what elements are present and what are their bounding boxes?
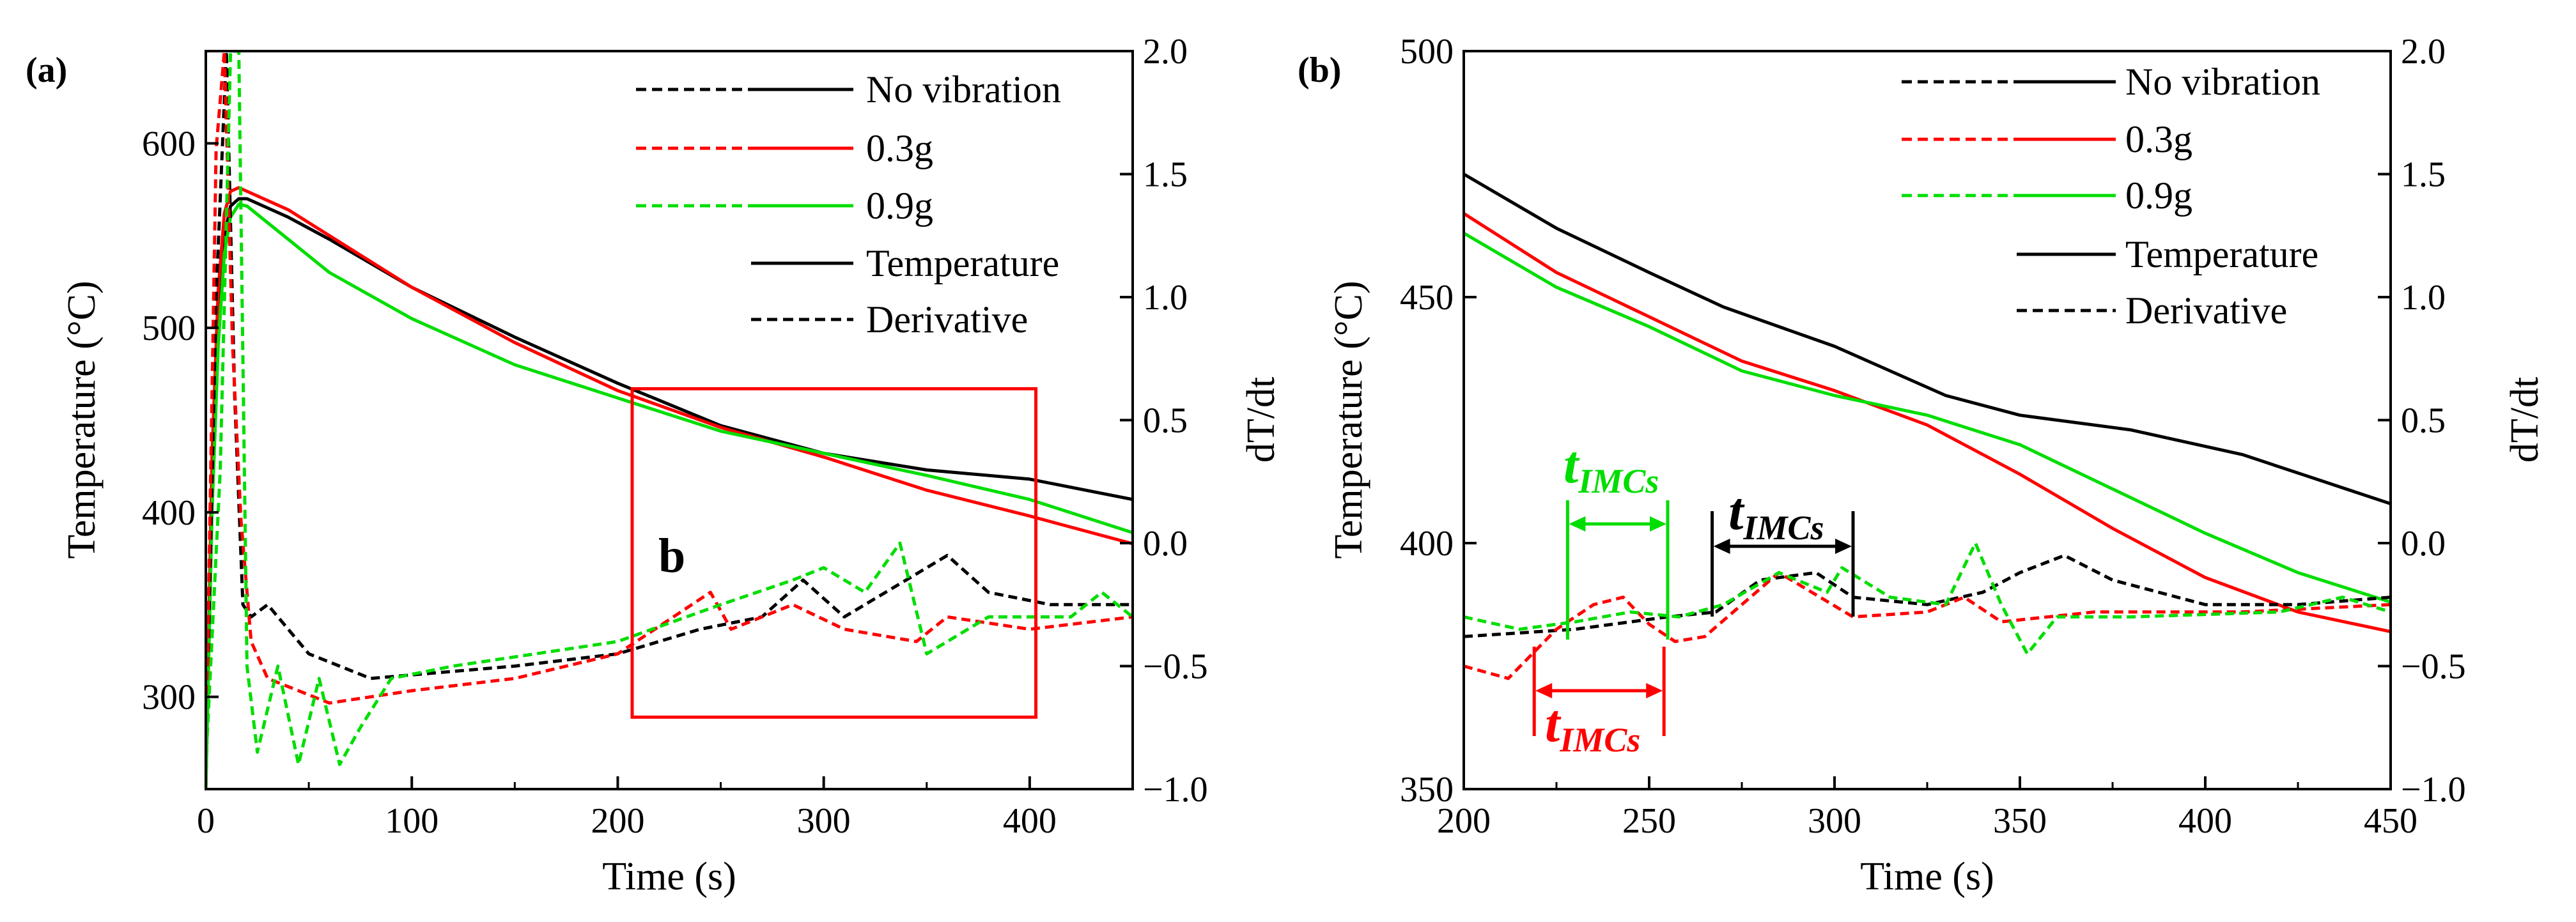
panel-a-y2-axis-label: dT/dt: [1239, 377, 1283, 463]
t-imcs-annotation-0-9g: tIMCs: [1563, 435, 1670, 640]
y2-tick-label: −0.5: [1143, 647, 1208, 687]
panel-b-y2-ticks: −1.0 −0.5 0.0 0.5 1.0 1.5 2.0: [2378, 32, 2466, 810]
series-no-vibration-derivative-line: [1464, 553, 2391, 638]
panel-b-y-ticks: 350 400 450 500: [1400, 32, 1477, 810]
annotation-arrow-right: [1646, 683, 1663, 698]
y2-tick-label: −0.5: [2401, 647, 2466, 687]
y2-tick-label: 2.0: [2401, 32, 2446, 72]
annotation-arrow-left: [1569, 516, 1586, 532]
series-0-9g-temperature-line: [206, 203, 1133, 789]
y-tick-label: 400: [1400, 524, 1454, 564]
annotation-arrow-left: [1713, 539, 1730, 554]
panel-b-y2-axis-label: dT/dt: [2503, 377, 2547, 463]
x-tick-label: 400: [2178, 801, 2232, 841]
panel-a-y-axis-label: Temperature (°C): [60, 280, 104, 558]
inset-region-box: [630, 387, 1038, 719]
series-no-vibration-derivative-line: [206, 51, 1133, 765]
y-tick-label: 400: [142, 493, 196, 533]
t-imcs-annotation-no-vibration: tIMCs: [1711, 482, 1855, 617]
annotation-arrow-right: [1835, 539, 1852, 554]
y-tick-label: 500: [1400, 32, 1454, 72]
annotation-label-t-imcs: tIMCs: [1563, 435, 1659, 500]
legend-0-9g: 0.9g: [866, 185, 933, 227]
x-tick-label: 0: [197, 801, 215, 841]
y2-tick-label: 0.0: [1143, 524, 1188, 564]
y2-tick-label: 1.5: [1143, 155, 1188, 195]
y2-tick-label: 0.5: [2401, 401, 2446, 441]
series-0-3g-temperature-line: [206, 186, 1133, 789]
panel-b-annotations: tIMCs tIMCs tIMCs: [1532, 435, 1855, 759]
series-0-3g-temperature-line: [1464, 211, 2391, 634]
annotation-arrow-right: [1650, 516, 1666, 532]
inset-label: b: [658, 529, 685, 583]
y2-tick-label: 0.5: [1143, 401, 1188, 441]
x-tick-label: 200: [591, 801, 644, 841]
panel-a-x-ticks: 0 100 200 300 400: [197, 776, 1134, 841]
panel-b-label: (b): [1298, 50, 1341, 90]
y2-tick-label: 2.0: [1143, 32, 1188, 72]
legend-b-0-9g: 0.9g: [2125, 174, 2192, 217]
panel-b-y-axis-label: Temperature (°C): [1327, 280, 1370, 558]
x-tick-label: 300: [797, 801, 851, 841]
panel-b-x-ticks: 200 250 300 350 400 450: [1437, 776, 2417, 841]
y-tick-label: 500: [142, 309, 196, 348]
y2-tick-label: −1.0: [1143, 770, 1208, 810]
panel-a-legend: No vibration 0.3g 0.9g Temperature Deriv…: [636, 68, 1061, 341]
series-0-9g-derivative-line: [206, 51, 1133, 766]
panel-b-series: [1464, 173, 2391, 680]
panel-a-series: [206, 51, 1133, 789]
series-0-3g-derivative-line: [1464, 571, 2391, 680]
annotation-label-t-imcs: tIMCs: [1545, 694, 1640, 759]
legend-b-derivative: Derivative: [2125, 289, 2287, 332]
legend-0-3g: 0.3g: [866, 127, 933, 169]
annotation-label-t-imcs: tIMCs: [1728, 482, 1824, 547]
y2-tick-label: −1.0: [2401, 770, 2466, 810]
x-tick-label: 350: [1993, 801, 2047, 841]
panel-a-label: (a): [26, 50, 67, 90]
y2-tick-label: 0.0: [2401, 524, 2446, 564]
x-tick-label: 100: [385, 801, 438, 841]
t-imcs-annotation-0-3g: tIMCs: [1532, 647, 1666, 759]
legend-derivative: Derivative: [866, 298, 1028, 341]
y2-tick-label: 1.5: [2401, 155, 2446, 195]
y-tick-label: 300: [142, 678, 196, 718]
series-no-vibration-temperature-line: [1464, 173, 2391, 505]
x-tick-label: 400: [1003, 801, 1057, 841]
y2-tick-label: 1.0: [1143, 278, 1188, 318]
panel-a-y-ticks: 300 400 500 600: [142, 124, 219, 718]
series-0-9g-temperature-line: [1464, 231, 2391, 604]
legend-temperature: Temperature: [866, 242, 1059, 284]
x-tick-label: 300: [1808, 801, 1861, 841]
series-0-9g-derivative-line: [1464, 541, 2391, 656]
legend-b-no-vibration: No vibration: [2125, 61, 2320, 103]
panel-b-x-axis-label: Time (s): [1860, 855, 1994, 898]
panel-b: (b) 200 250 300 350 400 450 350 400 450 500 −1.0…: [1298, 32, 2547, 898]
x-tick-label: 250: [1622, 801, 1676, 841]
annotation-arrow-left: [1535, 683, 1553, 698]
y-tick-label: 350: [1400, 770, 1454, 810]
y2-tick-label: 1.0: [2401, 278, 2446, 318]
panel-a-y2-ticks: −1.0 −0.5 0.0 0.5 1.0 1.5 2.0: [1120, 32, 1208, 810]
panel-b-legend: No vibration 0.3g 0.9g Temperature Deriv…: [1902, 61, 2320, 332]
y-tick-label: 600: [142, 124, 196, 164]
legend-no-vibration: No vibration: [866, 68, 1061, 111]
panel-a: (a) b 0 100 200 300 400 300 400 500 600 −1.0 −0.…: [26, 32, 1283, 898]
legend-b-0-3g: 0.3g: [2125, 118, 2192, 160]
series-0-3g-derivative-line: [206, 51, 1133, 765]
x-tick-label: 200: [1437, 801, 1491, 841]
panel-a-x-axis-label: Time (s): [602, 855, 736, 898]
legend-b-temperature: Temperature: [2125, 233, 2318, 275]
x-tick-label: 450: [2364, 801, 2417, 841]
y-tick-label: 450: [1400, 278, 1454, 318]
